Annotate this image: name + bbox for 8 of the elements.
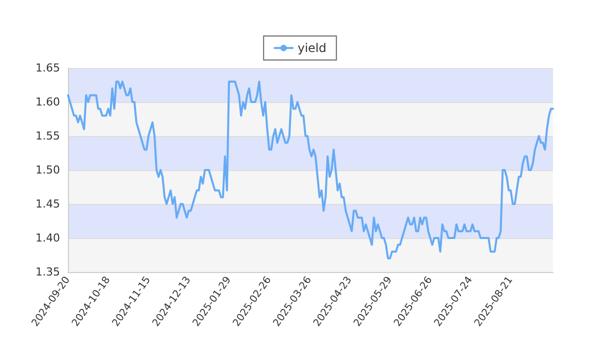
legend-label: yield xyxy=(298,41,326,55)
y-tick-label: 1.50 xyxy=(36,164,60,176)
y-tick-label: 1.40 xyxy=(36,232,60,244)
y-tick-label: 1.60 xyxy=(36,96,60,108)
y-tick-label: 1.65 xyxy=(36,62,60,74)
y-tick-label: 1.35 xyxy=(36,266,60,278)
y-tick-label: 1.55 xyxy=(36,130,60,142)
y-tick-label: 1.45 xyxy=(36,198,60,210)
